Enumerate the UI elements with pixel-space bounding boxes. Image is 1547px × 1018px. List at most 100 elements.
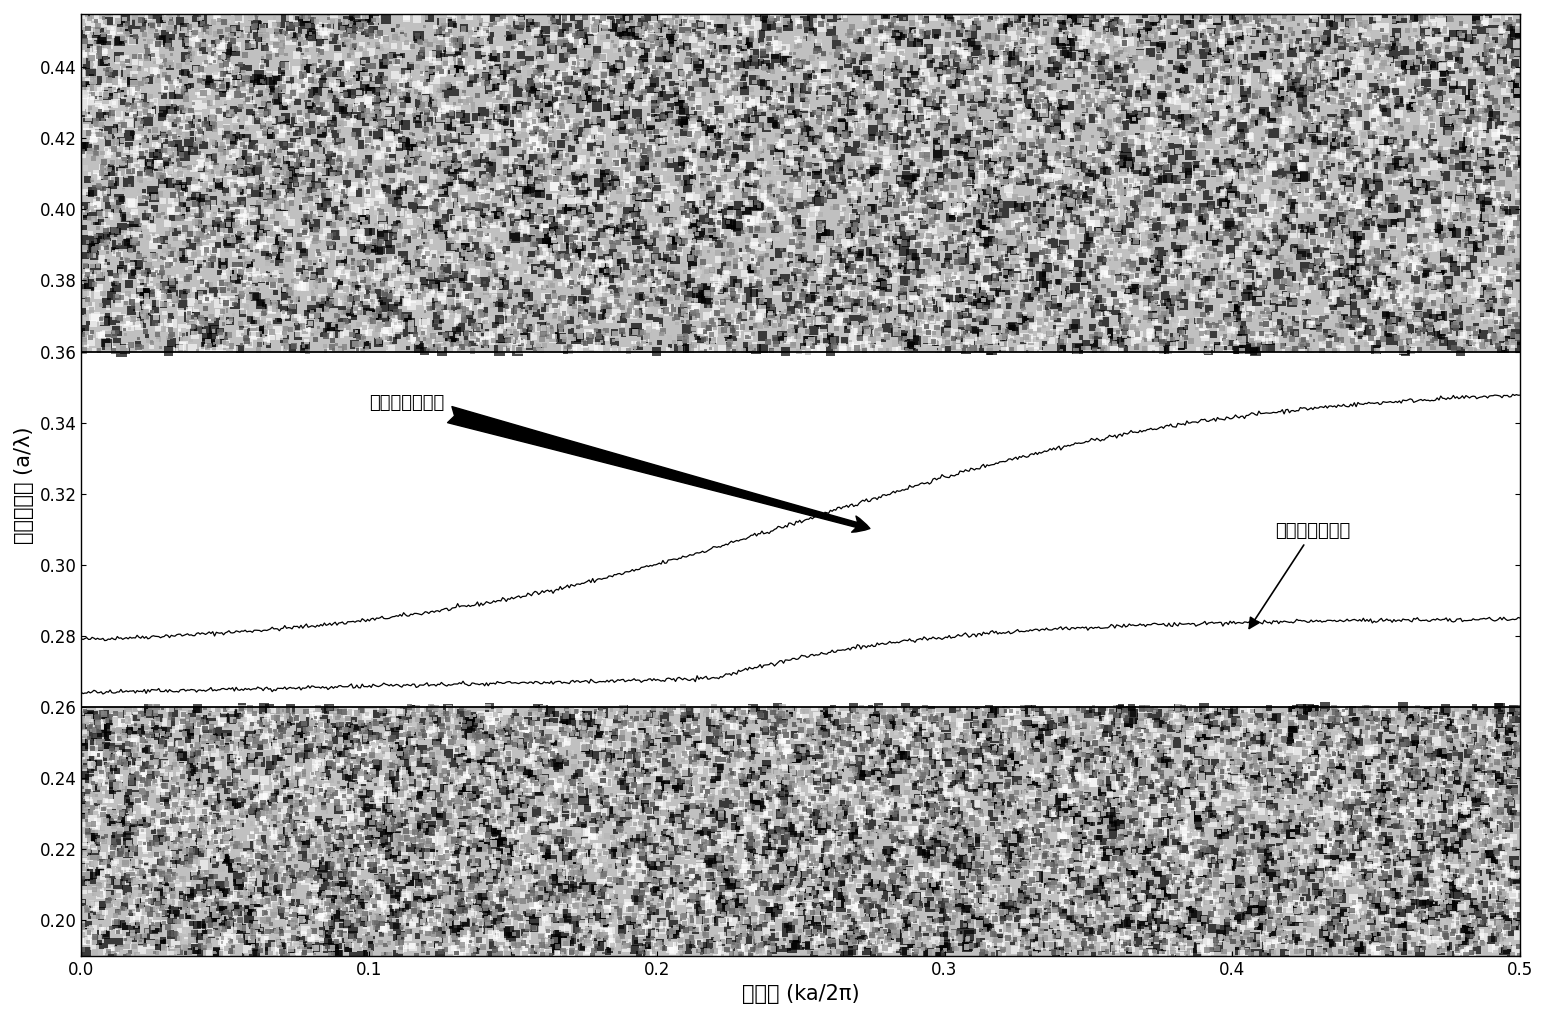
Point: [871, 806, 896, 823]
Point: [1267, 838, 1292, 854]
Point: [1120, 211, 1145, 227]
Point: [531, 772, 555, 788]
Point: [167, 736, 192, 752]
Point: [797, 799, 821, 815]
Point: [429, 825, 453, 841]
Point: [1146, 147, 1171, 163]
Point: [1006, 280, 1030, 296]
Point: [74, 899, 99, 915]
Point: [1392, 293, 1417, 309]
Point: [528, 811, 552, 828]
Point: [1364, 700, 1389, 717]
Point: [1499, 135, 1524, 152]
Point: [1450, 715, 1474, 731]
Point: [806, 252, 831, 269]
Point: [122, 817, 147, 834]
Point: [1183, 253, 1208, 270]
Point: [96, 326, 121, 342]
Point: [959, 816, 984, 833]
Point: [930, 867, 954, 884]
Point: [339, 874, 364, 891]
Point: [863, 709, 888, 725]
Point: [791, 111, 815, 127]
Point: [96, 893, 121, 909]
Point: [1007, 172, 1032, 188]
Point: [695, 279, 719, 295]
Point: [1323, 747, 1347, 764]
Point: [1222, 896, 1247, 912]
Point: [849, 823, 874, 839]
Point: [441, 182, 466, 199]
Point: [1409, 906, 1434, 922]
Point: [1496, 189, 1521, 206]
Point: [421, 93, 446, 109]
Point: [475, 218, 500, 234]
Point: [1117, 34, 1142, 50]
Point: [825, 43, 849, 59]
Point: [829, 758, 854, 775]
Point: [528, 77, 552, 94]
Point: [285, 794, 309, 810]
Point: [169, 717, 193, 733]
Point: [891, 148, 916, 164]
Point: [277, 912, 302, 928]
Point: [125, 907, 150, 923]
Point: [1341, 76, 1366, 93]
Point: [699, 23, 724, 40]
Point: [1086, 26, 1111, 43]
Point: [911, 319, 936, 335]
Point: [560, 343, 585, 359]
Point: [699, 103, 724, 119]
Point: [368, 719, 393, 735]
Point: [883, 239, 908, 256]
Point: [644, 875, 668, 892]
Point: [464, 919, 489, 936]
Point: [1118, 334, 1143, 350]
Point: [750, 213, 775, 229]
Point: [972, 769, 996, 785]
Point: [1496, 784, 1521, 800]
Point: [370, 876, 394, 893]
Point: [309, 293, 334, 309]
Point: [1026, 55, 1050, 71]
Point: [821, 59, 846, 75]
Point: [119, 770, 144, 786]
Point: [1016, 99, 1041, 115]
Point: [1084, 233, 1109, 249]
Point: [1238, 217, 1262, 233]
Point: [1095, 177, 1120, 193]
Point: [312, 75, 337, 92]
Point: [1105, 856, 1129, 872]
Point: [713, 108, 738, 124]
Point: [1162, 844, 1187, 860]
Point: [1446, 340, 1471, 356]
Point: [825, 80, 849, 97]
Point: [350, 818, 374, 835]
Point: [257, 792, 282, 808]
Point: [886, 915, 911, 931]
Point: [1316, 734, 1341, 750]
Point: [758, 909, 783, 925]
Point: [1001, 278, 1026, 294]
Point: [828, 306, 852, 323]
Point: [1453, 870, 1477, 887]
Point: [883, 49, 908, 65]
Point: [1443, 898, 1468, 914]
Point: [1295, 814, 1320, 831]
Point: [1346, 261, 1371, 277]
Point: [1174, 748, 1199, 765]
Point: [767, 220, 792, 236]
Point: [501, 900, 526, 916]
Point: [628, 120, 653, 136]
Point: [161, 160, 186, 176]
Point: [135, 50, 159, 66]
Point: [1261, 288, 1286, 304]
Point: [195, 731, 220, 747]
Point: [1434, 207, 1459, 223]
Point: [749, 26, 774, 43]
Point: [1199, 894, 1224, 910]
Point: [739, 175, 764, 191]
Point: [1347, 226, 1372, 242]
Point: [1190, 325, 1214, 341]
Point: [1467, 111, 1491, 127]
